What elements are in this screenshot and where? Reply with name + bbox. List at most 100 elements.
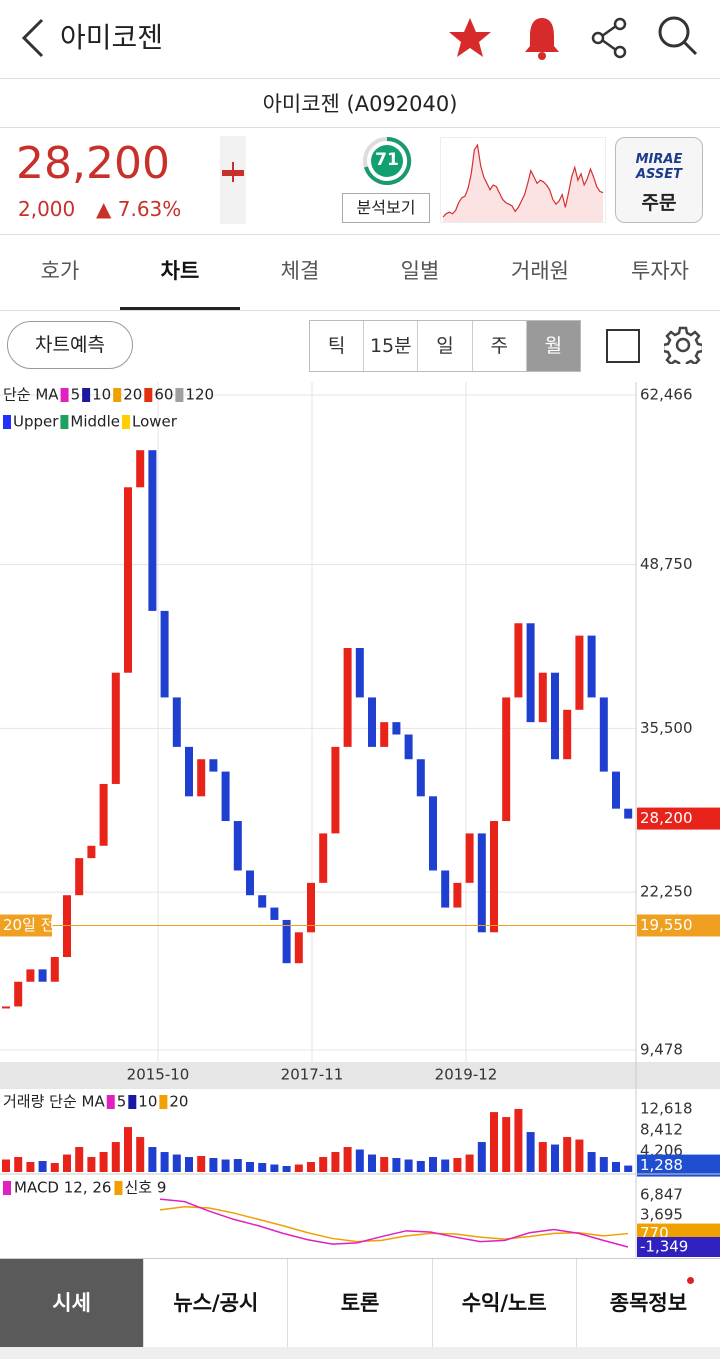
order-button[interactable]: MIRAE ASSET 주문 <box>615 137 703 223</box>
candle <box>197 759 206 797</box>
legend-swatch <box>159 1095 168 1109</box>
fullscreen-icon[interactable] <box>606 329 640 363</box>
alarm-icon[interactable] <box>520 14 564 60</box>
y-tick-label: 9,478 <box>640 1041 683 1059</box>
tab[interactable]: 투자자 <box>631 259 689 283</box>
legend-swatch <box>114 1181 123 1195</box>
candle <box>233 821 242 871</box>
legend-text: 60 <box>154 386 173 404</box>
reference-tag <box>637 914 720 937</box>
tab[interactable]: 체결 <box>280 259 320 283</box>
volume-bar <box>246 1162 254 1172</box>
candle <box>221 771 230 822</box>
candle <box>453 882 462 908</box>
legend-swatch <box>3 1181 11 1195</box>
candle <box>612 771 620 809</box>
volume-bar <box>392 1158 401 1172</box>
candle <box>148 450 157 611</box>
nav-item[interactable]: 뉴스/공시 <box>143 1259 288 1347</box>
legend-swatch <box>60 388 69 402</box>
volume-bar <box>624 1165 633 1172</box>
volume-bar <box>99 1152 108 1172</box>
brand: MIRAE ASSET <box>616 152 702 182</box>
volume-bar <box>63 1154 71 1172</box>
volume-bar <box>575 1139 584 1172</box>
legend-text: 5 <box>71 386 81 404</box>
volume-bar <box>343 1147 352 1172</box>
divider <box>0 78 720 79</box>
nav-item[interactable]: 토론 <box>287 1259 432 1347</box>
candle <box>14 981 23 1007</box>
volume-bar <box>294 1164 303 1172</box>
volume-bar <box>197 1156 206 1172</box>
macd-line <box>159 1198 629 1248</box>
settings-icon[interactable] <box>664 326 702 364</box>
volume-bar <box>612 1162 620 1172</box>
candle <box>526 623 535 723</box>
price-tag <box>637 807 720 830</box>
candle <box>343 647 352 747</box>
legend-label: 단순 MA <box>3 386 59 404</box>
volume-bar <box>551 1144 559 1172</box>
change: 2,000 <box>18 197 76 221</box>
volume-bar <box>563 1137 572 1172</box>
mini-area <box>443 145 603 222</box>
candle <box>587 635 596 698</box>
volume-bar <box>453 1158 462 1172</box>
tab[interactable]: 거래원 <box>511 259 569 283</box>
candle <box>124 487 132 673</box>
chart-predict-button[interactable]: 차트예측 <box>7 321 133 369</box>
candle <box>355 647 364 698</box>
volume-tag-label: 1,288 <box>640 1156 683 1174</box>
volume-bar <box>87 1157 96 1172</box>
candle <box>185 746 193 797</box>
candle <box>258 895 267 908</box>
divider <box>0 127 720 128</box>
tab[interactable]: 일별 <box>400 259 440 283</box>
nav-item[interactable]: 수익/노트 <box>431 1259 576 1347</box>
period[interactable]: 월 <box>525 321 581 371</box>
search-icon[interactable] <box>656 14 700 60</box>
volume-bar <box>331 1152 340 1172</box>
tab[interactable]: 차트 <box>160 259 200 283</box>
analysis-button[interactable]: 분석보기 <box>342 193 430 223</box>
divider <box>0 310 720 311</box>
stock-name: 아미코젠 (A092040) <box>262 92 458 116</box>
legend-swatch <box>113 388 122 402</box>
nav-item[interactable]: 시세 <box>0 1259 144 1347</box>
candle <box>172 697 181 747</box>
volume-bar <box>2 1159 10 1172</box>
period-selector: 틱 15분 일 주 월 <box>309 320 581 372</box>
volume-bar <box>587 1152 596 1172</box>
period[interactable]: 틱 <box>310 321 364 371</box>
volume-bar <box>429 1157 437 1172</box>
period[interactable]: 15분 <box>363 321 418 371</box>
nav-item[interactable]: 종목정보 <box>575 1259 720 1347</box>
candle <box>331 746 340 834</box>
candle <box>429 796 437 871</box>
macd-tick-label: 6,847 <box>640 1186 683 1204</box>
tab[interactable]: 호가 <box>40 259 80 283</box>
volume-bar <box>50 1163 59 1172</box>
period[interactable]: 일 <box>417 321 472 371</box>
macd-tag-label: -1,349 <box>640 1238 688 1256</box>
candle <box>563 709 572 760</box>
legend-swatch <box>3 415 11 429</box>
volume-bar <box>14 1157 23 1172</box>
bottom-nav: 시세 뉴스/공시 토론 수익/노트 종목정보 <box>0 1258 720 1347</box>
legend-text: 10 <box>92 386 111 404</box>
chart: 2015-10 2017-11 2019-12 62,466 48,750 35,500 2… <box>0 382 720 1258</box>
volume-bar <box>490 1112 498 1172</box>
reference-name-bg <box>0 914 52 937</box>
period[interactable]: 주 <box>471 321 526 371</box>
volume-bar <box>526 1132 535 1172</box>
legend-swatch <box>121 415 130 429</box>
candle <box>209 759 218 772</box>
favorite-icon[interactable] <box>446 16 494 60</box>
volume-bar <box>441 1159 450 1172</box>
back-button[interactable] <box>18 16 48 60</box>
volume-bar <box>185 1157 193 1172</box>
mini-line <box>442 143 604 218</box>
share-icon[interactable] <box>590 16 630 60</box>
tab-indicator <box>120 307 240 310</box>
